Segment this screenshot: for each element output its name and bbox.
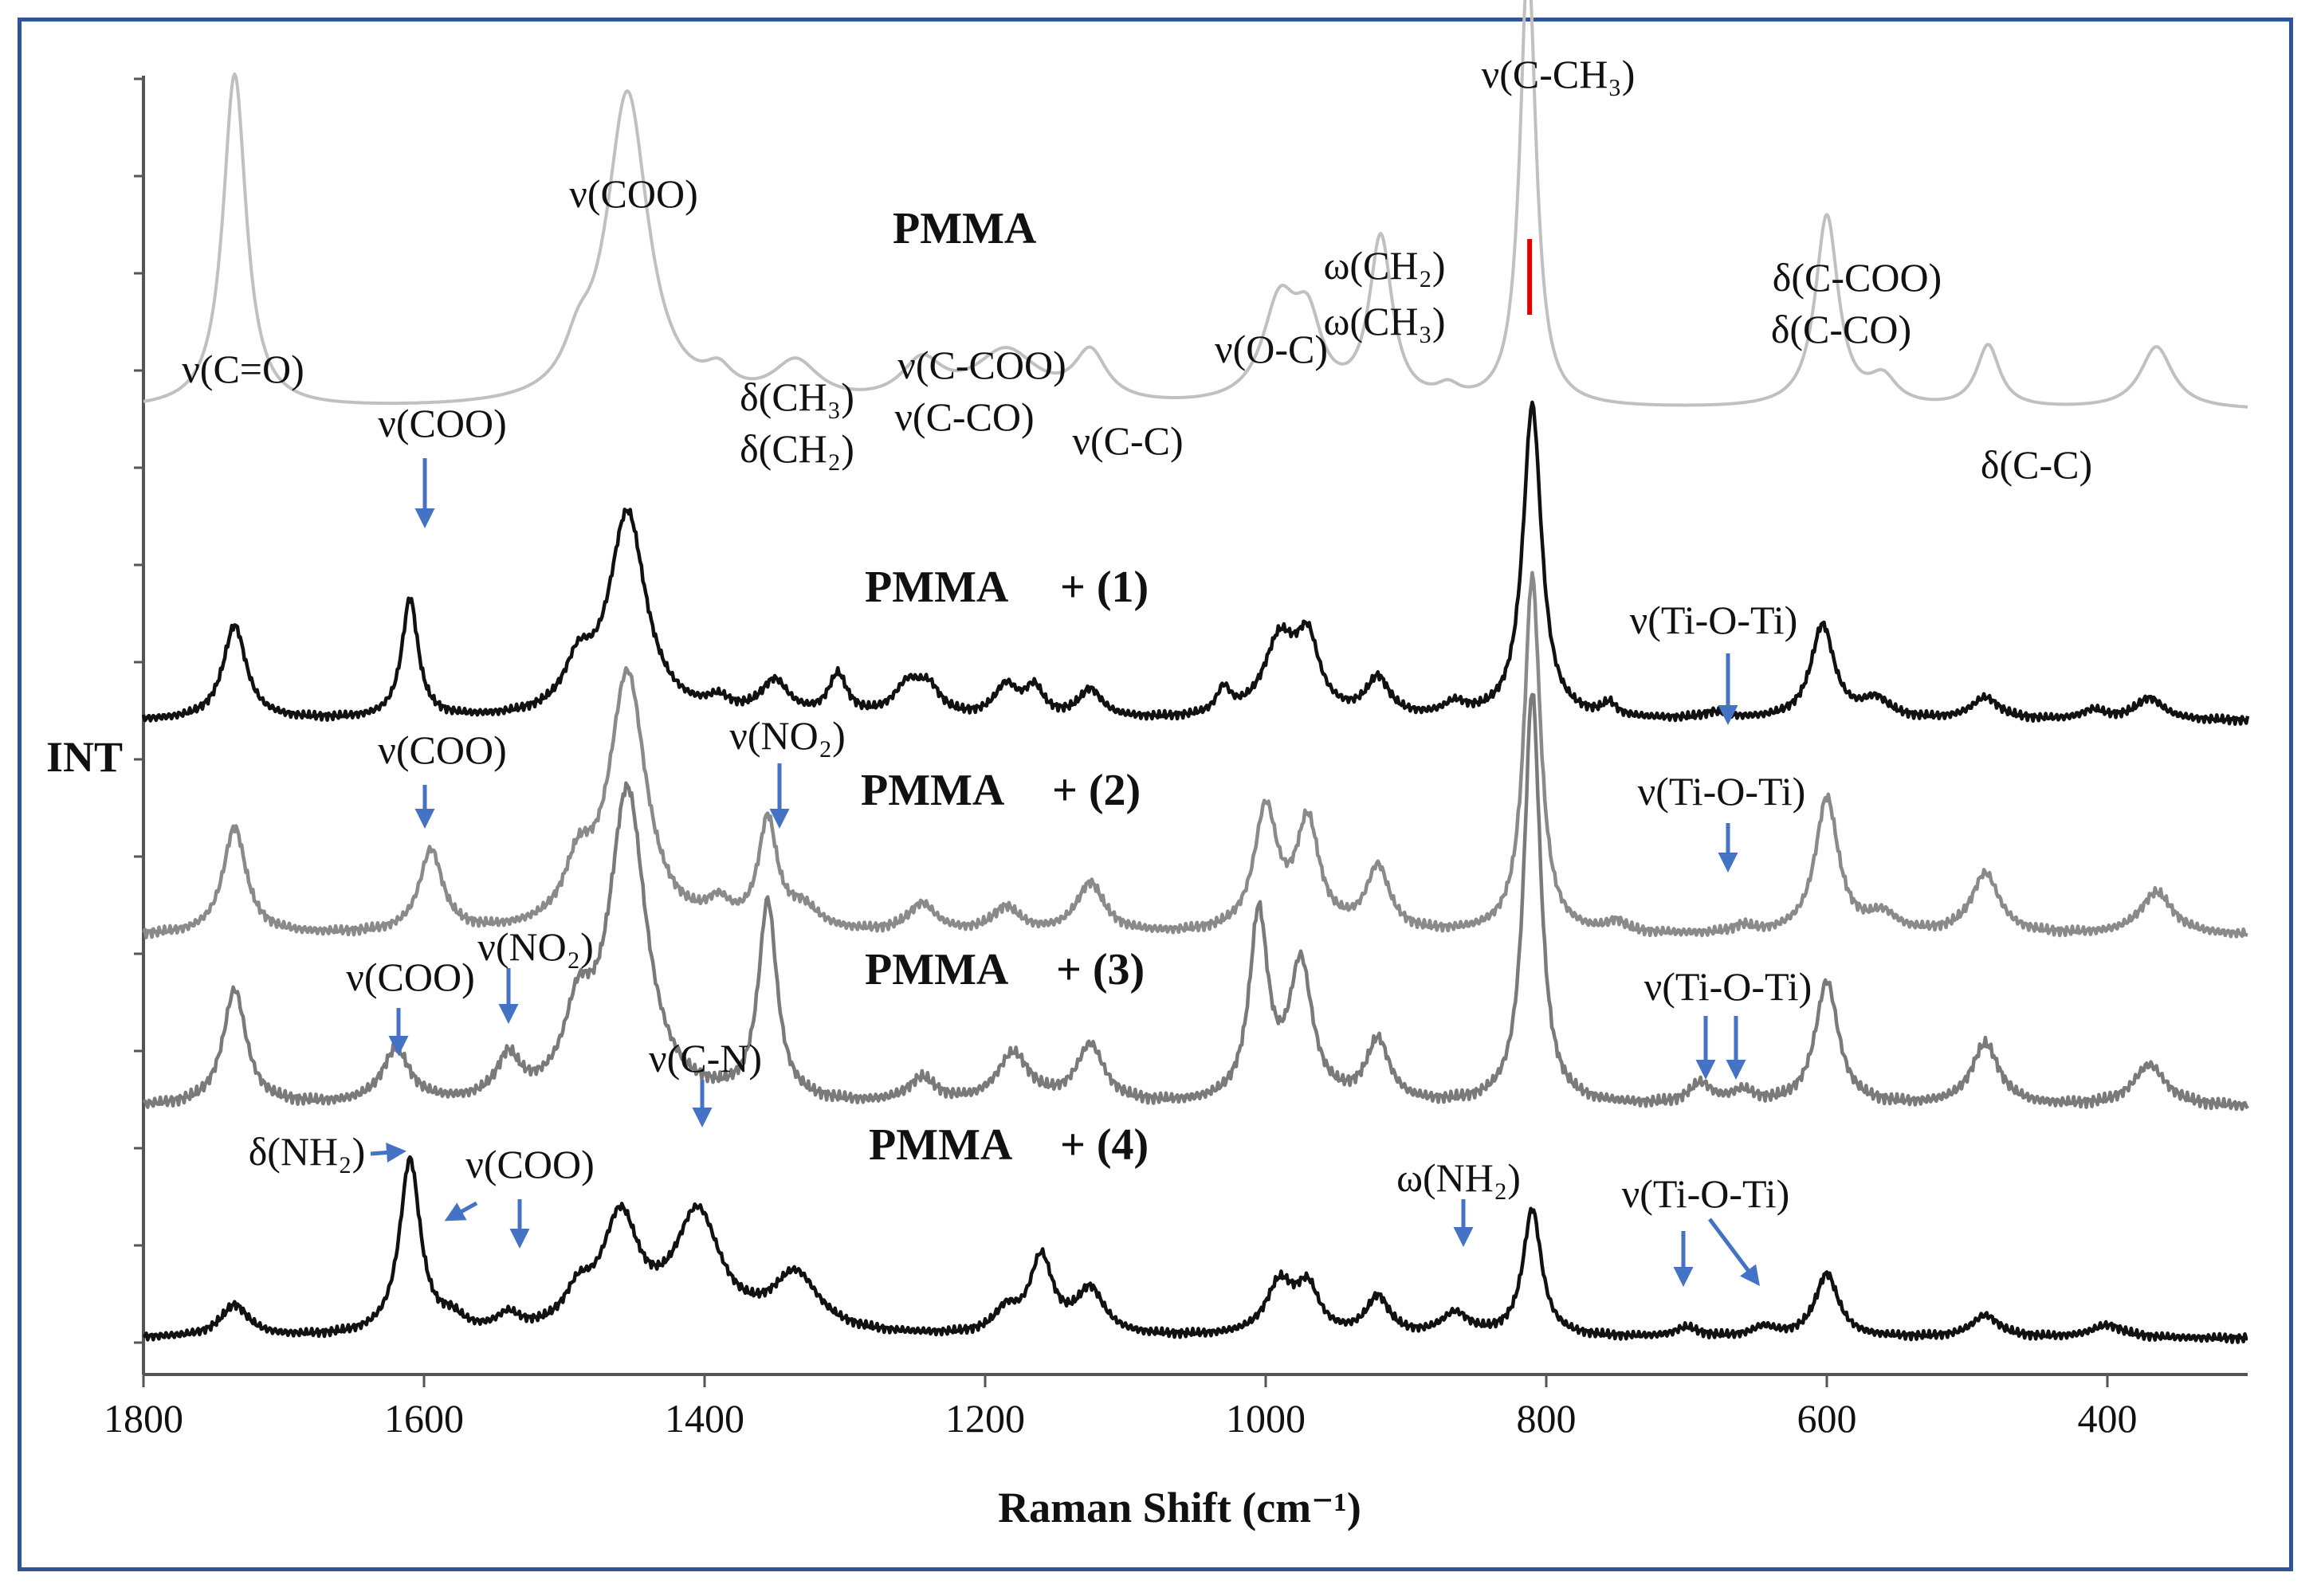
- annotation-coo-4: ν(COO): [465, 1142, 594, 1186]
- annotation-ti-o-ti-1: ν(Ti-O-Ti): [1630, 598, 1798, 642]
- annotation-delta-ch3: δ(CH₃): [740, 374, 854, 419]
- series-line-2: [141, 571, 2248, 939]
- annotation-omega-ch3: ω(CH₃): [1323, 299, 1445, 343]
- annotation-delta-nh2-4: δ(NH₂): [249, 1129, 366, 1174]
- annotation-c-ch3: ν(C-CH₃): [1482, 52, 1636, 96]
- series-label-pmma-2-suffix: + (2): [1052, 766, 1141, 815]
- peak-arrow: [370, 1143, 406, 1163]
- x-tick-label: 1400: [665, 1396, 744, 1441]
- annotation-delta-c-c: δ(C-C): [1981, 442, 2092, 487]
- series-label-pmma-2: PMMA: [861, 766, 1005, 815]
- x-tick-label: 1000: [1226, 1396, 1306, 1441]
- series-label-pmma-3: PMMA: [865, 945, 1009, 994]
- annotation-c-co: ν(C-CO): [894, 394, 1034, 439]
- peak-arrows: [370, 458, 1760, 1287]
- x-tick-label: 1600: [384, 1396, 464, 1441]
- annotation-coo-3: ν(COO): [346, 955, 474, 999]
- annotation-omega-nh2-4: ω(NH₂): [1396, 1155, 1521, 1200]
- annotation-ti-o-ti-2: ν(Ti-O-Ti): [1638, 769, 1806, 814]
- labels: INT Raman Shift (cm⁻¹) PMMA PMMA + (1) P…: [46, 52, 2092, 1531]
- annotation-delta-c-co: δ(C-CO): [1771, 307, 1911, 351]
- peak-arrow: [1708, 1218, 1760, 1286]
- series-line-3: [142, 692, 2249, 1112]
- peak-arrow: [444, 1201, 478, 1222]
- x-tick-label: 1800: [104, 1396, 183, 1441]
- annotation-no2-3: ν(NO₂): [477, 924, 594, 969]
- series-label-pmma: PMMA: [893, 204, 1037, 253]
- axes: 1800 1600 1400 1200 1000 800 600 400: [104, 76, 2248, 1441]
- annotation-coo-pmma: ν(COO): [569, 171, 697, 216]
- y-axis-title: INT: [46, 733, 123, 781]
- x-tick-label: 600: [1797, 1396, 1857, 1441]
- series-line-4: [142, 1155, 2248, 1344]
- x-tick-label: 800: [1517, 1396, 1577, 1441]
- annotation-c-c: ν(C-C): [1072, 418, 1183, 463]
- annotation-c-coo: ν(C-COO): [897, 343, 1066, 387]
- annotation-c-n-4: ν(C-N): [649, 1036, 762, 1080]
- series-label-pmma-3-suffix: + (3): [1056, 945, 1145, 994]
- series-label-pmma-4-suffix: + (4): [1060, 1120, 1149, 1170]
- annotation-delta-c-coo: δ(C-COO): [1773, 255, 1942, 300]
- x-tick-label: 400: [2078, 1396, 2138, 1441]
- series-label-pmma-4: PMMA: [869, 1120, 1013, 1170]
- annotation-coo-1: ν(COO): [378, 401, 506, 445]
- series-label-pmma-1-suffix: + (1): [1060, 563, 1149, 612]
- series-label-pmma-1: PMMA: [865, 563, 1009, 612]
- x-tick-label: 1200: [945, 1396, 1025, 1441]
- annotation-ti-o-ti-4: ν(Ti-O-Ti): [1622, 1171, 1790, 1216]
- annotation-omega-ch2: ω(CH₂): [1323, 243, 1445, 288]
- annotation-o-c: ν(O-C): [1215, 327, 1328, 371]
- annotation-delta-ch2: δ(CH₂): [740, 426, 854, 471]
- series-line-0: [143, 0, 2248, 409]
- x-axis-title: Raman Shift (cm⁻¹): [998, 1484, 1361, 1531]
- annotation-coo-2: ν(COO): [378, 727, 506, 772]
- series-line-1: [141, 400, 2250, 726]
- annotation-c-o: ν(C=O): [182, 347, 304, 391]
- annotation-no2-2: ν(NO₂): [729, 713, 846, 758]
- figure-frame: [18, 18, 2293, 1571]
- spectra: [141, 0, 2250, 1344]
- annotation-ti-o-ti-3: ν(Ti-O-Ti): [1644, 964, 1812, 1009]
